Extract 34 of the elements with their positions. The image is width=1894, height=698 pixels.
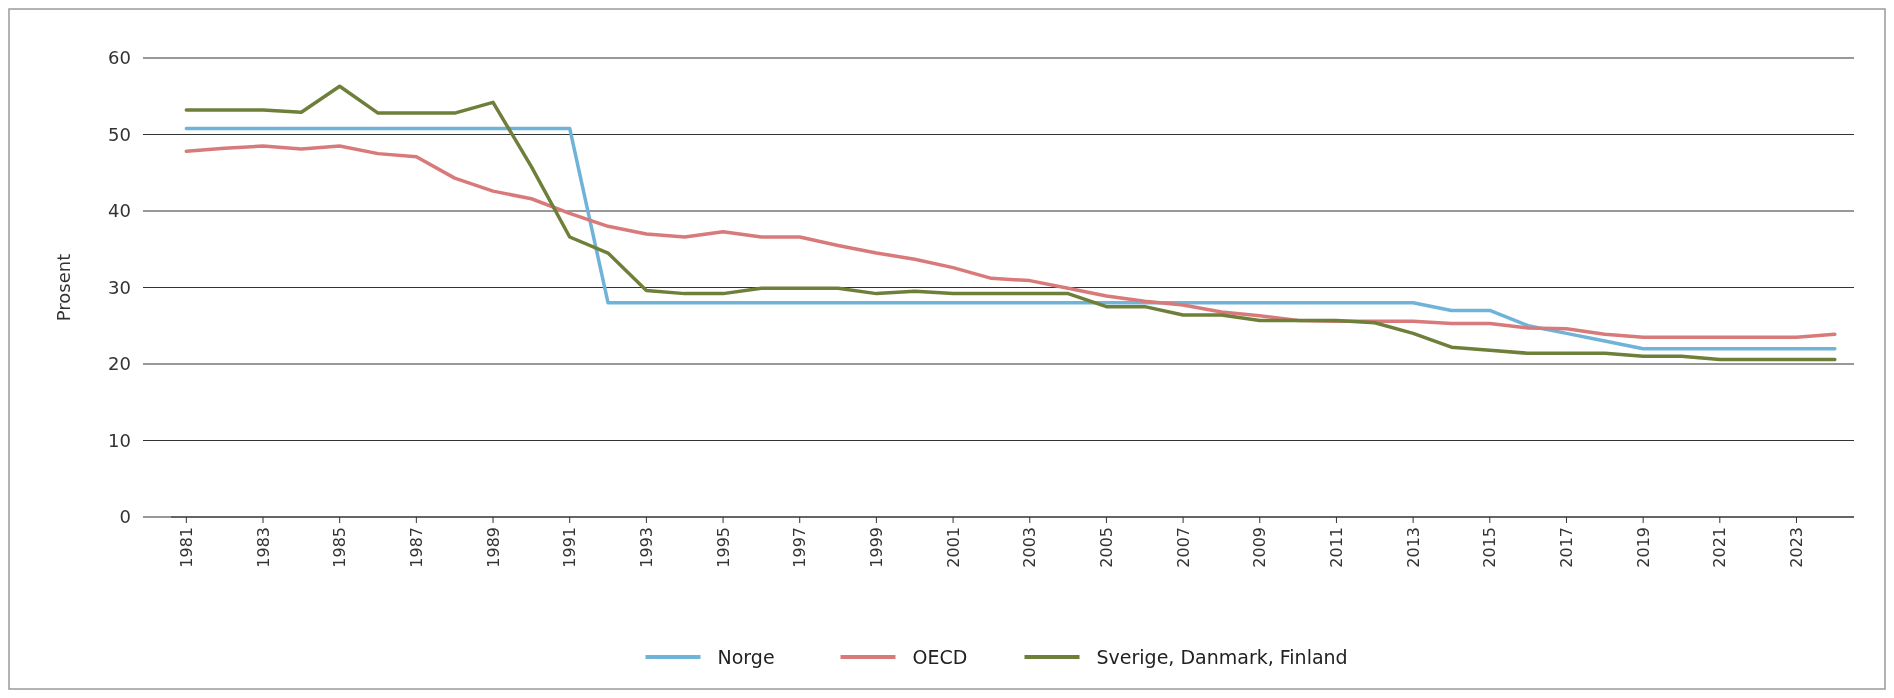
x-tick-label: 2023 [1787, 527, 1807, 568]
legend-label: Sverige, Danmark, Finland [1096, 645, 1348, 668]
y-axis-title: Prosent [53, 253, 74, 322]
x-tick-label: 2021 [1710, 527, 1730, 568]
y-tick-label: 60 [108, 47, 131, 69]
x-tick-label: 1991 [560, 527, 580, 568]
legend-label: Norge [717, 645, 775, 668]
x-tick-label: 2003 [1020, 527, 1040, 568]
x-tick-label: 1993 [636, 527, 656, 568]
x-tick-label: 1985 [330, 527, 350, 568]
x-tick-label: 1995 [713, 527, 733, 568]
y-tick-label: 0 [119, 506, 131, 528]
x-tick-label: 1999 [867, 527, 886, 568]
x-tick-label: 2001 [943, 527, 963, 568]
x-tick-label: 1997 [790, 527, 810, 568]
y-tick-label: 50 [108, 123, 131, 145]
x-tick-label: 2019 [1633, 527, 1653, 568]
y-tick-label: 20 [108, 353, 131, 375]
x-tick-label: 2013 [1403, 527, 1423, 568]
x-tick-label: 2015 [1480, 527, 1500, 568]
legend-label: OECD [912, 645, 968, 668]
y-tick-label: 10 [108, 429, 131, 451]
line-series [184, 84, 1837, 362]
x-tick-label: 2005 [1097, 527, 1117, 568]
x-tick-label: 2011 [1327, 527, 1347, 568]
x-tick-label: 1981 [176, 527, 196, 568]
x-tick-label: 2009 [1250, 527, 1270, 568]
x-tick-label: 2017 [1557, 527, 1577, 568]
y-tick-label: 40 [108, 200, 131, 222]
x-tick-label: 1989 [483, 527, 503, 568]
x-tick-label: 1987 [406, 527, 426, 568]
x-tick-label: 2007 [1173, 527, 1193, 568]
y-tick-label: 30 [108, 276, 131, 298]
x-tick-label: 1983 [253, 527, 273, 568]
